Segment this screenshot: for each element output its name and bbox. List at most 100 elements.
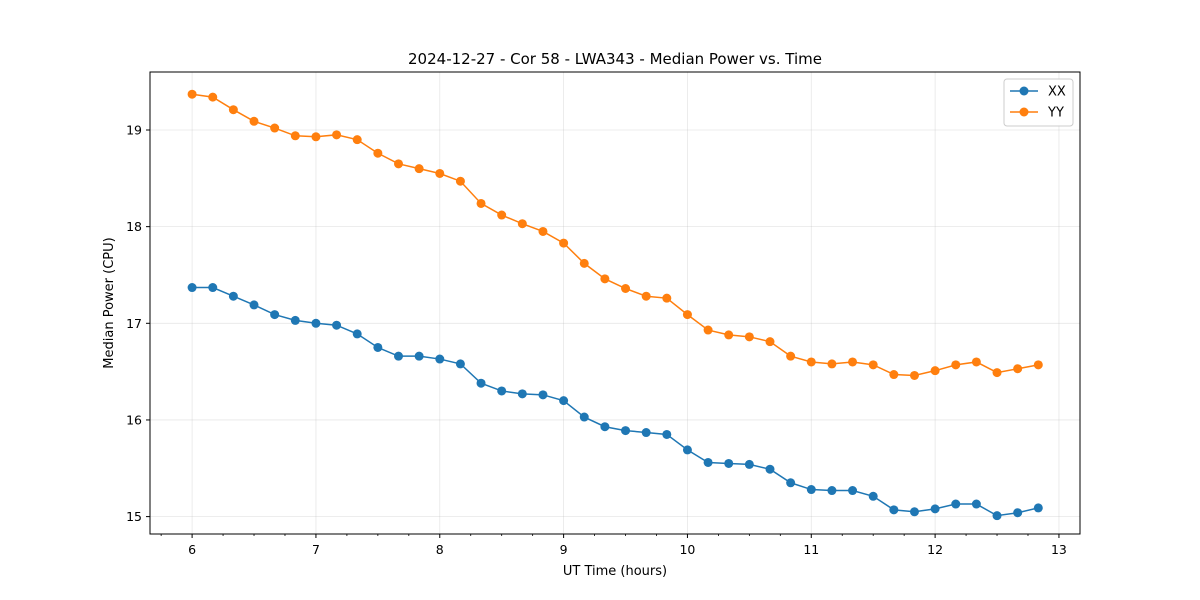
y-tick-label: 18 xyxy=(126,219,142,234)
data-point-xx xyxy=(352,329,362,339)
y-axis-label: Median Power (CPU) xyxy=(102,237,117,368)
data-point-yy xyxy=(394,159,403,169)
data-point-xx xyxy=(600,422,610,432)
data-point-yy xyxy=(249,116,259,126)
x-tick-label: 10 xyxy=(679,542,695,557)
data-point-xx xyxy=(827,486,837,496)
x-tick-label: 11 xyxy=(803,542,819,557)
series-layer xyxy=(187,89,1043,521)
data-point-xx xyxy=(971,499,981,509)
data-point-yy xyxy=(476,198,486,208)
data-point-yy xyxy=(682,310,692,320)
data-point-xx xyxy=(394,351,403,361)
x-tick-label: 7 xyxy=(312,542,320,557)
data-point-xx xyxy=(538,390,548,400)
legend-marker-yy xyxy=(1019,107,1029,117)
data-point-xx xyxy=(332,320,342,330)
data-point-yy xyxy=(1033,360,1043,370)
data-point-yy xyxy=(662,293,672,303)
x-axis: 6 7 8 9 10 11 12 13 xyxy=(160,534,1067,557)
data-point-yy xyxy=(517,219,527,229)
data-point-xx xyxy=(848,486,858,496)
data-point-xx xyxy=(311,318,321,328)
data-point-yy xyxy=(332,130,342,140)
data-point-yy xyxy=(579,258,589,268)
data-point-xx xyxy=(889,505,899,515)
data-point-xx xyxy=(641,428,651,438)
data-point-xx xyxy=(579,412,589,422)
data-point-yy xyxy=(951,360,961,370)
data-point-yy xyxy=(311,132,321,142)
data-point-xx xyxy=(662,429,672,439)
data-point-yy xyxy=(621,284,631,293)
data-point-yy xyxy=(455,176,465,186)
data-point-yy xyxy=(373,148,383,158)
data-point-xx xyxy=(1013,508,1023,518)
data-point-xx xyxy=(1033,503,1043,513)
data-point-xx xyxy=(517,389,527,399)
x-tick-label: 8 xyxy=(436,542,444,557)
data-point-xx xyxy=(930,504,940,514)
data-point-yy xyxy=(806,357,816,367)
x-tick-label: 13 xyxy=(1051,542,1067,557)
data-point-yy xyxy=(744,332,754,342)
data-point-xx xyxy=(208,283,218,293)
x-axis-label: UT Time (hours) xyxy=(563,564,667,579)
data-point-yy xyxy=(971,357,981,367)
chart-title: 2024-12-27 - Cor 58 - LWA343 - Median Po… xyxy=(408,50,822,68)
data-point-yy xyxy=(290,131,300,141)
x-tick-label: 12 xyxy=(927,542,943,557)
data-point-yy xyxy=(909,370,919,380)
data-point-yy xyxy=(641,291,651,301)
data-point-yy xyxy=(270,123,280,133)
data-point-xx xyxy=(476,378,486,388)
data-point-yy xyxy=(559,238,569,248)
legend-marker-xx xyxy=(1019,86,1029,96)
data-point-xx xyxy=(786,478,796,488)
data-point-xx xyxy=(228,291,238,301)
legend-label-yy: YY xyxy=(1047,106,1064,121)
data-point-xx xyxy=(373,342,383,352)
data-point-xx xyxy=(868,491,878,501)
data-point-yy xyxy=(600,274,610,284)
data-point-xx xyxy=(992,511,1002,521)
y-tick-label: 16 xyxy=(126,412,142,427)
legend: XX YY xyxy=(1003,78,1074,127)
data-point-xx xyxy=(621,426,631,436)
legend-label-xx: XX xyxy=(1048,85,1066,100)
data-point-yy xyxy=(228,105,238,115)
data-point-xx xyxy=(724,458,734,468)
x-tick-label: 6 xyxy=(188,542,196,557)
data-point-yy xyxy=(765,337,775,347)
data-point-yy xyxy=(703,325,713,335)
data-point-yy xyxy=(724,330,734,340)
data-point-yy xyxy=(827,359,837,369)
data-point-yy xyxy=(352,135,362,145)
data-point-xx xyxy=(682,445,692,455)
data-point-xx xyxy=(249,300,259,310)
data-point-xx xyxy=(290,315,300,325)
y-tick-label: 19 xyxy=(126,122,142,137)
grid-lines xyxy=(150,72,1080,534)
data-point-xx xyxy=(187,283,197,293)
data-point-xx xyxy=(765,464,775,474)
y-axis: 15 16 17 18 19 xyxy=(126,122,150,524)
data-point-yy xyxy=(868,360,878,370)
data-point-yy xyxy=(930,366,940,376)
data-point-xx xyxy=(497,386,507,396)
x-tick-label: 9 xyxy=(560,542,568,557)
data-point-xx xyxy=(951,499,961,509)
data-point-xx xyxy=(270,310,280,320)
data-point-yy xyxy=(992,368,1002,378)
data-point-xx xyxy=(703,457,713,467)
y-tick-label: 17 xyxy=(126,316,142,331)
data-point-yy xyxy=(187,89,197,99)
y-tick-label: 15 xyxy=(126,509,142,524)
data-point-xx xyxy=(744,459,754,469)
plot-frame xyxy=(149,71,1081,535)
data-point-yy xyxy=(786,351,796,361)
data-point-yy xyxy=(1013,364,1023,374)
data-point-yy xyxy=(538,226,548,236)
